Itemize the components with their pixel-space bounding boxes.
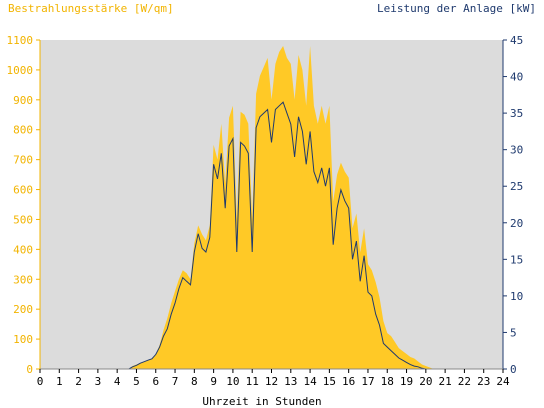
x-tick-label: 22 — [458, 375, 471, 388]
x-tick-label: 13 — [284, 375, 297, 388]
y-left-tick-label: 800 — [13, 124, 33, 137]
y-right-tick-label: 30 — [510, 144, 523, 157]
x-tick-label: 6 — [152, 375, 159, 388]
x-axis-title: Uhrzeit in Stunden — [202, 395, 321, 408]
left-axis-title: Bestrahlungsstärke [W/qm] — [8, 2, 174, 15]
x-tick-label: 7 — [172, 375, 179, 388]
y-left-tick-label: 300 — [13, 273, 33, 286]
y-right-tick-label: 0 — [510, 363, 517, 376]
x-tick-label: 11 — [246, 375, 259, 388]
x-tick-label: 12 — [265, 375, 278, 388]
x-tick-label: 23 — [477, 375, 490, 388]
x-tick-label: 21 — [439, 375, 452, 388]
power-line — [40, 101, 503, 370]
irradiance-area — [40, 46, 503, 369]
y-left-tick-label: 1000 — [7, 64, 34, 77]
x-tick-label: 14 — [303, 375, 317, 388]
x-tick-label: 9 — [210, 375, 217, 388]
y-right-tick-label: 35 — [510, 107, 523, 120]
y-right-tick-label: 25 — [510, 180, 523, 193]
x-tick-label: 24 — [496, 375, 510, 388]
x-tick-label: 8 — [191, 375, 198, 388]
y-left-tick-label: 600 — [13, 184, 33, 197]
y-left-tick-label: 900 — [13, 94, 33, 107]
x-tick-label: 4 — [114, 375, 121, 388]
x-tick-label: 0 — [37, 375, 44, 388]
y-left-tick-label: 500 — [13, 213, 33, 226]
x-tick-label: 18 — [381, 375, 394, 388]
y-left-tick-label: 700 — [13, 154, 33, 167]
x-tick-label: 10 — [226, 375, 239, 388]
y-left-tick-label: 400 — [13, 243, 33, 256]
y-right-tick-label: 10 — [510, 290, 523, 303]
x-tick-label: 3 — [95, 375, 102, 388]
y-left-tick-label: 1100 — [7, 34, 34, 47]
right-axis-title: Leistung der Anlage [kW] — [377, 2, 536, 15]
x-tick-label: 17 — [361, 375, 374, 388]
y-left-tick-label: 100 — [13, 333, 33, 346]
x-tick-label: 19 — [400, 375, 413, 388]
x-tick-label: 2 — [75, 375, 82, 388]
x-tick-label: 1 — [56, 375, 63, 388]
y-right-tick-label: 20 — [510, 217, 523, 230]
y-right-tick-label: 40 — [510, 71, 523, 84]
x-tick-label: 20 — [419, 375, 432, 388]
y-left-tick-label: 200 — [13, 303, 33, 316]
y-right-tick-label: 15 — [510, 253, 523, 266]
x-tick-label: 15 — [323, 375, 336, 388]
y-left-tick-label: 0 — [26, 363, 33, 376]
y-right-tick-label: 45 — [510, 34, 523, 47]
y-right-tick-label: 5 — [510, 326, 517, 339]
x-tick-label: 16 — [342, 375, 355, 388]
x-tick-label: 5 — [133, 375, 140, 388]
